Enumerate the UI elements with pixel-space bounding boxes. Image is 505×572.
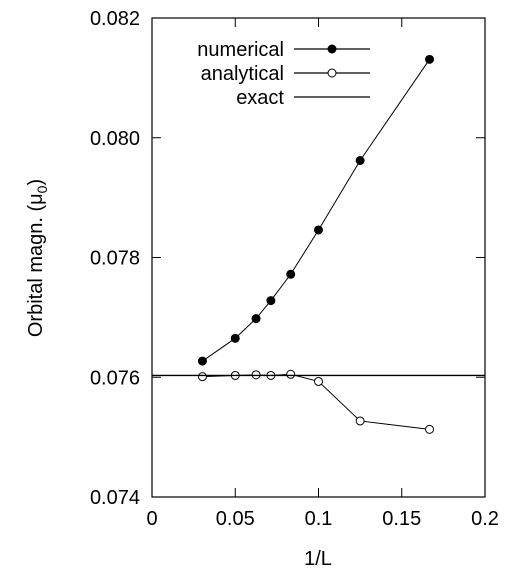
series-numerical-point: [230, 333, 240, 343]
y-axis-label-close: ): [25, 179, 47, 186]
x-axis-label: 1/L: [304, 548, 332, 570]
series-analytical-point: [286, 369, 296, 379]
x-tick-label: 0.05: [216, 508, 255, 530]
series-numerical-line: [202, 59, 430, 362]
series-numerical-point: [286, 269, 296, 279]
y-tick-label: 0.078: [90, 248, 140, 270]
legend-marker-analytical: [327, 68, 337, 78]
series-analytical-point: [197, 372, 207, 382]
y-tick-label: 0.074: [90, 487, 140, 509]
series-numerical-point: [355, 156, 365, 166]
x-tick-label: 0.2: [471, 508, 499, 530]
series-numerical-point: [425, 54, 435, 64]
legend-label-numerical: numerical: [197, 39, 284, 61]
x-tick-label: 0.1: [305, 508, 333, 530]
series-analytical-point: [314, 376, 323, 386]
series-numerical-point: [197, 356, 207, 366]
series-analytical-point: [355, 416, 365, 426]
y-axis-label: Orbital magn. (μ0): [25, 179, 50, 337]
y-tick-label: 0.082: [90, 8, 140, 30]
y-tick-label: 0.080: [90, 128, 140, 150]
plot-area: [152, 54, 485, 434]
series-numerical-point: [266, 296, 276, 306]
y-tick-label: 0.076: [90, 367, 140, 389]
x-tick-label: 0: [146, 508, 157, 530]
plot-frame: [151, 17, 486, 498]
y-axis-label-main: Orbital magn. (μ: [25, 193, 47, 337]
x-tick-label: 0.15: [382, 508, 421, 530]
y-axis-label-subscript: 0: [34, 185, 50, 193]
series-analytical-point: [425, 424, 435, 434]
legend-label-exact: exact: [236, 87, 284, 109]
series-numerical-point: [251, 314, 261, 324]
legend-label-analytical: analytical: [201, 63, 284, 85]
legend-marker-numerical: [327, 44, 337, 54]
axes: 0 0.05 0.1 0.15 0.2 0.074 0.076 0.078 0.080 0.082: [90, 8, 499, 530]
series-numerical-point: [314, 225, 323, 235]
